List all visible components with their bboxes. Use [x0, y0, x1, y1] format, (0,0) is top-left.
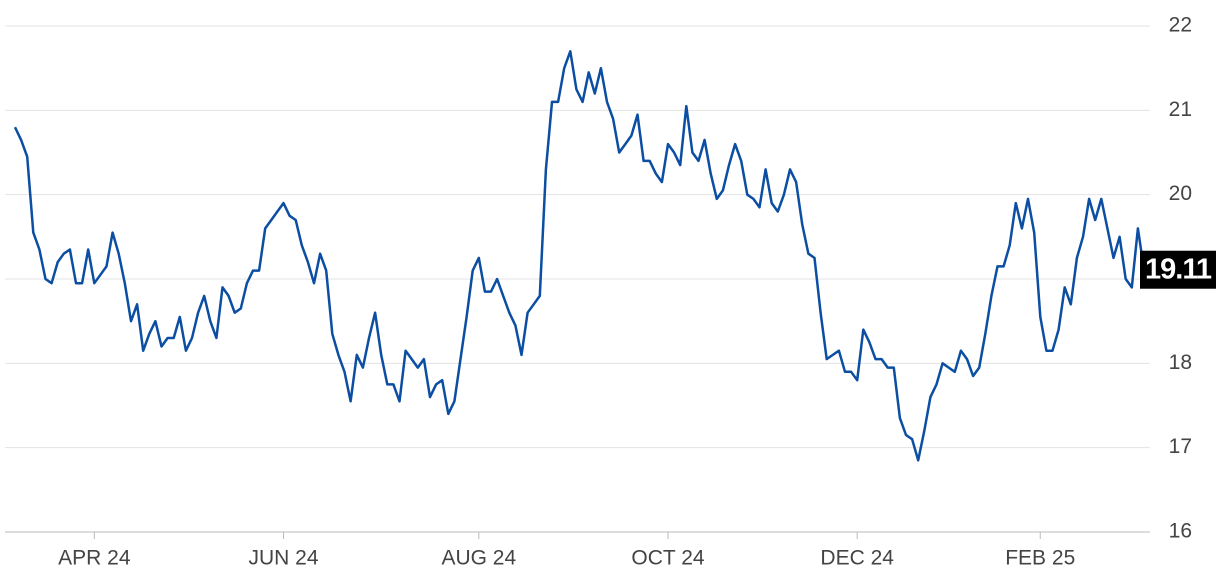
last-value-badge: [1140, 250, 1216, 289]
x-tick-label: FEB 25: [1005, 547, 1075, 570]
y-tick-label: 21: [1169, 98, 1192, 121]
y-tick-label: 22: [1169, 14, 1192, 37]
y-tick-label: 18: [1169, 351, 1192, 374]
x-tick-label: OCT 24: [631, 547, 704, 570]
x-tick-label: JUN 24: [249, 547, 319, 570]
y-tick-label: 16: [1169, 520, 1192, 543]
y-tick-label: 20: [1169, 182, 1192, 205]
x-tick-label: DEC 24: [820, 547, 894, 570]
x-tick-label: AUG 24: [441, 547, 516, 570]
y-tick-label: 17: [1169, 435, 1192, 458]
last-value-label: 19.11: [1145, 253, 1212, 285]
x-tick-label: APR 24: [58, 547, 131, 570]
price-line: [13, 50, 1146, 462]
